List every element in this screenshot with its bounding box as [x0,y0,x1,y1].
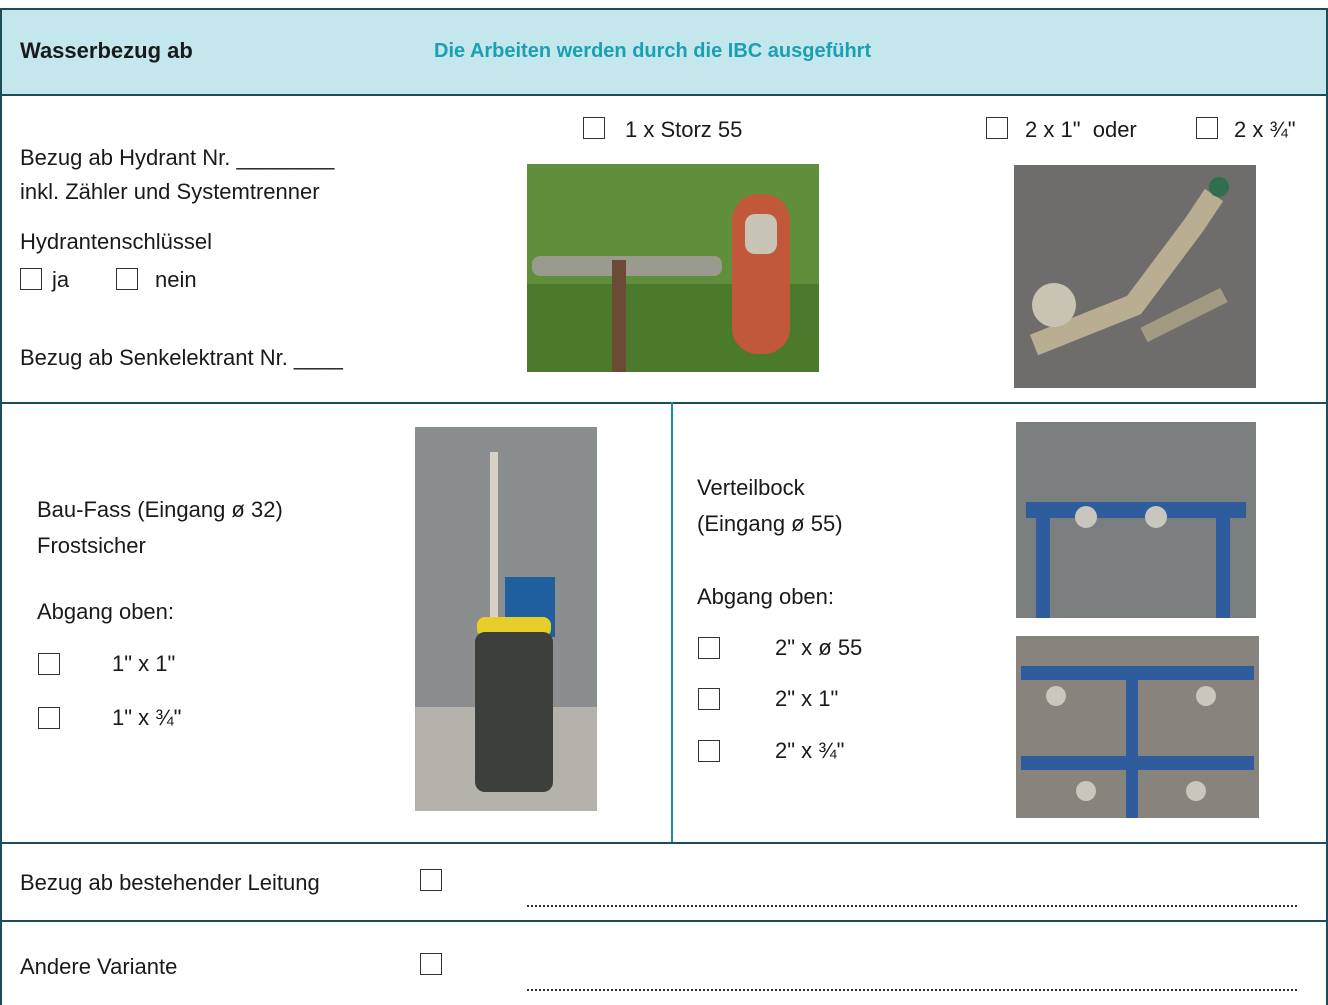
border [0,920,1328,922]
text: Frostsicher [37,533,146,559]
photo [1016,422,1256,618]
option-label: 2 x ¾" [1234,117,1296,143]
text: inkl. Zähler und Systemtrenner [20,179,320,205]
option-label: nein [155,267,197,293]
checkbox[interactable] [1196,117,1218,139]
border [671,402,673,842]
option-label: 2 x 1" oder [1025,117,1137,143]
border [0,842,1328,844]
text: Bau-Fass (Eingang ø 32) [37,497,283,523]
photo [527,164,819,372]
checkbox[interactable] [583,117,605,139]
checkbox[interactable] [698,688,720,710]
fill-line [527,989,1297,991]
checkbox[interactable] [116,268,138,290]
option-label: 2" x 1" [775,686,838,712]
text: Bezug ab Senkelektrant Nr. ____ [20,345,343,371]
checkbox[interactable] [698,637,720,659]
border [0,402,1328,404]
fill-line [527,905,1297,907]
text: Hydrantenschlüssel [20,229,212,255]
text: Verteilbock [697,475,805,501]
header-title: Wasserbezug ab [20,38,193,64]
row-label: Andere Variante [20,954,177,980]
option-label: 2" x ø 55 [775,635,862,661]
checkbox[interactable] [38,653,60,675]
text: Abgang oben: [697,584,834,610]
checkbox[interactable] [420,869,442,891]
option-label: ja [52,267,69,293]
border [0,8,1328,10]
option-label: 2" x ¾" [775,738,844,764]
row-label: Bezug ab bestehender Leitung [20,870,320,896]
text: Bezug ab Hydrant Nr. ________ [20,145,334,171]
option-label: 1" x 1" [112,651,175,677]
photo [415,427,597,811]
checkbox[interactable] [38,707,60,729]
form-page: Wasserbezug ab Die Arbeiten werden durch… [0,0,1328,1005]
checkbox[interactable] [698,740,720,762]
option-label: 1" x ¾" [112,705,181,731]
checkbox[interactable] [986,117,1008,139]
checkbox[interactable] [20,268,42,290]
border [0,94,1328,96]
photo [1014,165,1256,388]
border [0,8,2,1005]
text: (Eingang ø 55) [697,511,843,537]
text: Abgang oben: [37,599,174,625]
option-label: 1 x Storz 55 [625,117,742,143]
header-note: Die Arbeiten werden durch die IBC ausgef… [434,38,871,64]
photo [1016,636,1259,818]
checkbox[interactable] [420,953,442,975]
